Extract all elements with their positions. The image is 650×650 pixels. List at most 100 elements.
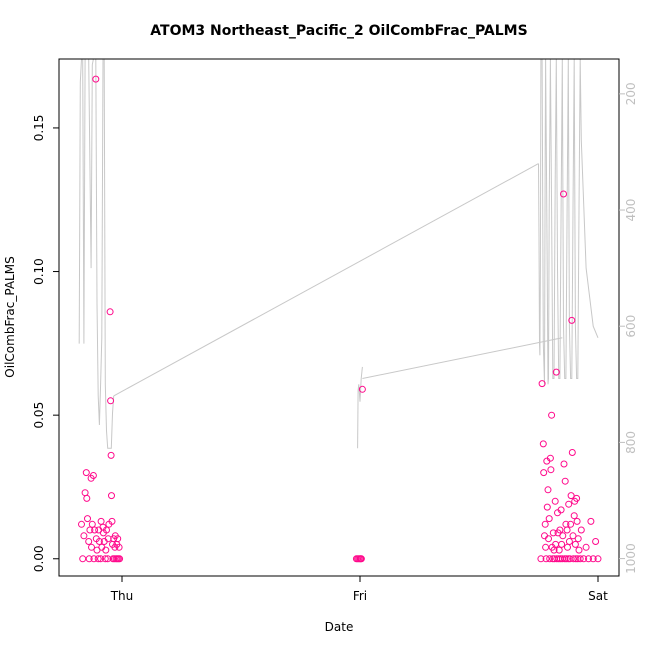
x-axis-label: Date	[325, 620, 354, 634]
data-point	[556, 526, 564, 534]
altitude-line-segment	[113, 163, 539, 397]
data-point	[107, 451, 115, 459]
data-point	[543, 503, 551, 511]
data-point	[557, 506, 565, 514]
data-point	[97, 555, 105, 563]
data-point	[549, 529, 557, 537]
data-point	[572, 555, 580, 563]
data-point	[545, 535, 552, 543]
data-point	[358, 385, 366, 393]
data-point	[573, 517, 581, 525]
data-point	[560, 460, 568, 468]
data-point	[559, 532, 567, 540]
data-point	[569, 532, 577, 540]
data-point	[594, 555, 602, 563]
data-point	[89, 472, 97, 479]
data-point	[568, 449, 576, 456]
y-axis: 0.00 0.05 0.10 0.15	[32, 115, 59, 572]
data-point	[108, 517, 116, 525]
data-point	[103, 526, 110, 534]
data-point	[541, 520, 549, 528]
data-point	[544, 486, 552, 494]
data-point	[85, 555, 93, 563]
data-point	[576, 555, 584, 563]
y-tick-label: 0.10	[32, 258, 46, 285]
data-point	[92, 75, 100, 83]
data-point	[574, 535, 582, 543]
y-axis-label: OilCombFrac_PALMS	[3, 256, 17, 377]
data-point	[91, 526, 99, 534]
secondary-y-axis: 200 400 600 800 1000	[619, 82, 638, 574]
data-point	[97, 517, 105, 525]
data-point	[565, 500, 573, 508]
data-point	[95, 538, 103, 545]
data-point	[101, 555, 109, 563]
data-point	[587, 517, 595, 525]
data-point	[567, 492, 575, 500]
data-point	[82, 469, 90, 477]
data-point	[539, 440, 547, 448]
y-tick-label: 0.00	[32, 545, 46, 572]
data-point	[80, 532, 88, 540]
data-point	[592, 538, 600, 545]
data-point	[563, 526, 571, 534]
altitude-line-segment	[357, 366, 363, 449]
data-point	[570, 512, 578, 520]
data-point	[79, 555, 87, 563]
data-point	[81, 489, 89, 497]
data-point	[571, 540, 579, 548]
data-point	[546, 555, 554, 563]
data-point	[551, 497, 559, 505]
data-point	[555, 546, 563, 554]
data-point	[104, 555, 112, 563]
data-point	[565, 538, 573, 545]
altitude-line-layer	[78, 59, 599, 449]
y-tick-label: 0.15	[32, 115, 46, 142]
data-point	[567, 520, 575, 528]
plot-frame	[58, 58, 620, 577]
data-point	[108, 492, 115, 500]
data-point	[114, 535, 122, 543]
data-point	[547, 466, 555, 474]
data-point	[116, 555, 124, 563]
y2-tick-label: 400	[624, 199, 638, 222]
data-point	[548, 411, 556, 419]
data-point	[84, 515, 91, 523]
data-point	[107, 397, 115, 405]
data-point	[568, 316, 576, 324]
data-point	[88, 543, 95, 551]
data-point	[542, 543, 550, 551]
data-point	[85, 538, 93, 545]
data-point	[582, 543, 590, 551]
data-point	[562, 555, 570, 563]
x-tick-label: Thu	[110, 589, 134, 603]
data-point	[102, 546, 110, 554]
data-point	[106, 308, 114, 316]
x-tick-label: Fri	[353, 589, 367, 603]
altitude-line-segment	[78, 59, 115, 449]
data-point	[570, 555, 577, 563]
data-point	[115, 543, 123, 551]
data-point	[564, 543, 571, 551]
altitude-line-segment	[538, 59, 599, 385]
data-point	[585, 555, 592, 563]
x-tick-label: Sat	[588, 589, 608, 603]
data-point	[546, 454, 554, 462]
data-point	[552, 368, 560, 376]
x-axis: Thu Fri Sat	[110, 576, 608, 603]
altitude-line-segment	[362, 337, 563, 379]
data-point	[88, 520, 96, 528]
data-point	[560, 190, 567, 198]
data-point	[538, 380, 546, 388]
y-tick-label: 0.05	[32, 402, 46, 429]
points-layer	[78, 75, 602, 563]
data-point	[558, 540, 566, 548]
y2-tick-label: 800	[624, 431, 638, 454]
data-point	[542, 555, 550, 563]
data-point	[94, 555, 102, 563]
data-point	[357, 555, 365, 563]
data-point	[78, 520, 85, 528]
y2-tick-label: 600	[624, 315, 638, 338]
data-point	[90, 555, 98, 563]
